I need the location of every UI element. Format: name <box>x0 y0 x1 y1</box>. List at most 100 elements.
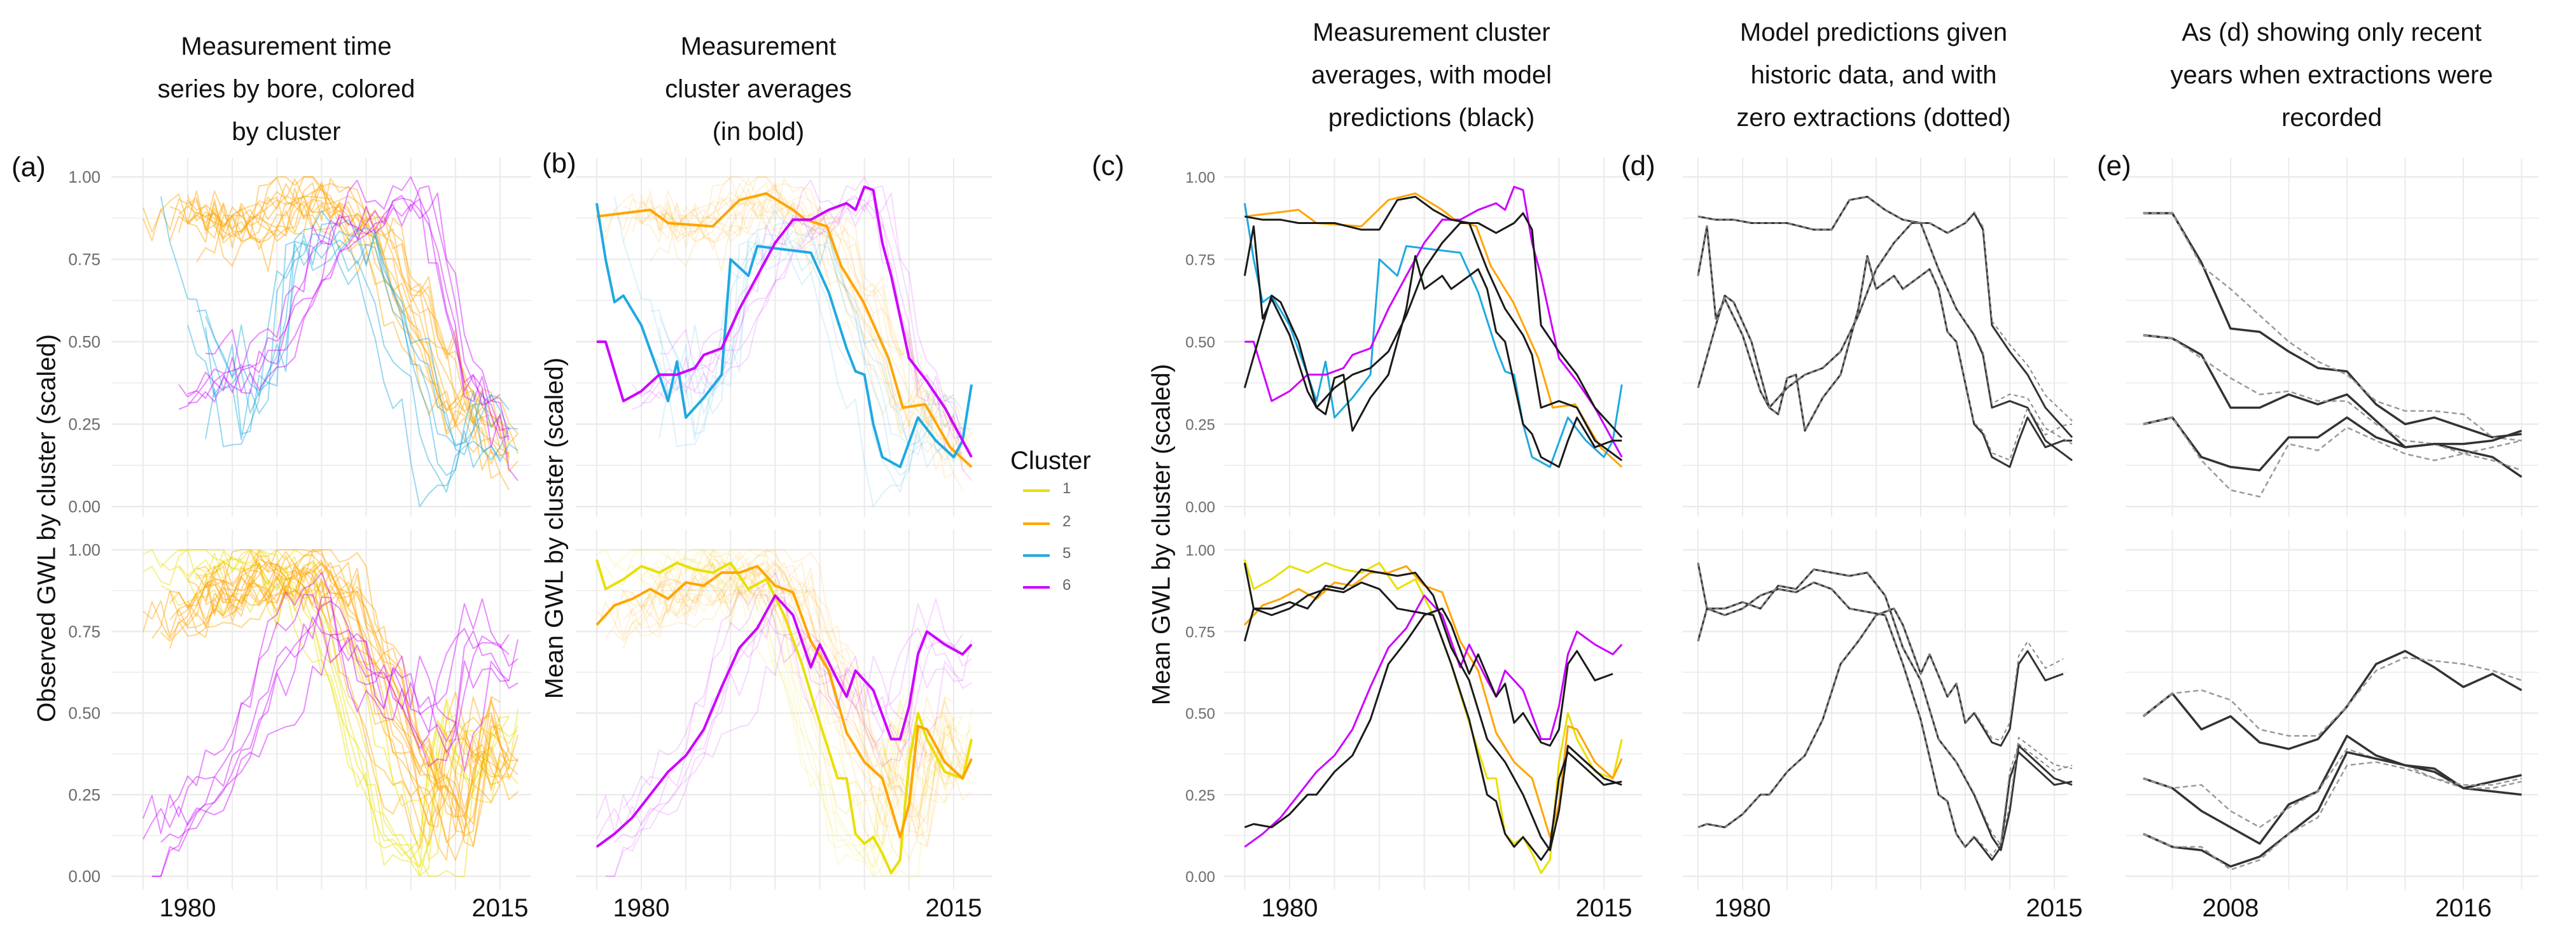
panel-c: 0.00 0.25 0.50 0.75 1.00 0.00 0.25 0.50 0.75 1.00… <box>1185 158 1642 922</box>
panel-a-y-axis-title: Observed GWL by cluster (scaled) <box>32 334 61 722</box>
bore-line-cluster-1 <box>160 549 510 876</box>
cluster-average-line-6 <box>1244 594 1623 848</box>
title-line: by cluster <box>232 118 341 146</box>
bore-line-cluster-2 <box>658 549 954 830</box>
bore-line-cluster-1 <box>641 552 954 877</box>
cluster-average-line-6 <box>596 185 973 458</box>
panel-a-label: (a) <box>11 151 46 183</box>
model-prediction-line <box>1244 195 1623 461</box>
zero-extraction-line <box>1697 211 2073 422</box>
legend-swatch <box>1023 586 1050 589</box>
bore-line-cluster-1 <box>187 552 501 877</box>
cluster-average-line-5 <box>595 203 973 468</box>
zero-extraction-line <box>2143 748 2522 829</box>
bore-line-cluster-2 <box>169 195 510 435</box>
bore-line-cluster-6 <box>187 192 501 404</box>
model-prediction-line <box>1697 563 2073 861</box>
bore-line-cluster-2 <box>187 554 510 820</box>
bore-line-cluster-6 <box>595 572 963 834</box>
bore-line-cluster-2 <box>205 197 510 491</box>
title-line: Measurement <box>680 32 837 60</box>
facet-bottom: 0.00 0.25 0.50 0.75 1.00 <box>1185 529 1642 890</box>
y-tick-label: 0.00 <box>68 497 101 516</box>
facet-bottom: 0.00 0.25 0.50 0.75 1.00 <box>68 529 531 890</box>
bore-line-cluster-2 <box>641 176 972 472</box>
bore-line-cluster-2 <box>187 184 510 456</box>
panel-d: 1980 2015 <box>1683 158 2082 922</box>
y-tick-label: 0.00 <box>68 867 101 886</box>
x-tick-label: 2015 <box>1576 894 1633 922</box>
y-tick-label: 1.00 <box>1185 542 1215 559</box>
bore-line-cluster-2 <box>658 560 972 837</box>
bore-line-cluster-2 <box>205 571 501 843</box>
bore-line-cluster-6 <box>142 572 510 834</box>
y-tick-label: 0.50 <box>1185 334 1215 351</box>
model-prediction-line <box>1243 225 1622 468</box>
bore-line-cluster-5 <box>187 240 519 493</box>
cluster-average-line-5 <box>1243 203 1623 468</box>
panel-d-label: (d) <box>1621 150 1655 181</box>
x-tick-label: 2015 <box>926 894 982 922</box>
bore-line-cluster-2 <box>205 549 501 818</box>
y-tick-label: 0.50 <box>68 332 101 351</box>
bore-line-cluster-6 <box>659 176 963 439</box>
zero-extraction-line <box>2143 212 2522 442</box>
cluster-average-line-6 <box>595 594 973 848</box>
bore-line-cluster-2 <box>169 584 501 861</box>
grid <box>1683 158 2068 517</box>
model-prediction-line <box>2143 212 2522 438</box>
bore-line-cluster-5 <box>641 240 972 493</box>
panel-b-y-axis-title: Mean GWL by cluster (scaled) <box>540 357 569 699</box>
model-prediction-line <box>1697 195 2073 461</box>
bore-line-cluster-2 <box>641 184 963 456</box>
cluster-average-line-1 <box>1243 559 1623 874</box>
bore-line-cluster-2 <box>658 197 963 491</box>
bore-line-cluster-6 <box>187 198 510 441</box>
cluster-average-line-1 <box>595 559 973 874</box>
cluster-average-line-6 <box>1244 186 1623 458</box>
bore-line-cluster-2 <box>622 584 954 861</box>
bore-line-cluster-2 <box>205 560 519 837</box>
bore-line-cluster-2 <box>178 563 501 847</box>
bore-line-cluster-2 <box>142 178 501 465</box>
x-tick-label: 1980 <box>613 894 670 922</box>
y-tick-label: 0.75 <box>1185 252 1215 269</box>
bore-line-cluster-2 <box>658 176 972 444</box>
bore-line-cluster-5 <box>658 239 972 476</box>
panel-e-label: (e) <box>2097 150 2131 181</box>
bore-line-cluster-5 <box>658 233 954 507</box>
x-tick-label: 1980 <box>160 894 216 922</box>
title-line: As (d) showing only recent <box>2182 18 2482 46</box>
bore-line-cluster-2 <box>658 571 954 843</box>
y-tick-label: 0.25 <box>1185 417 1215 434</box>
bore-line-cluster-2 <box>205 549 501 830</box>
bore-line-cluster-5 <box>205 239 519 476</box>
zero-extraction-line <box>1697 196 2073 445</box>
title-line: Measurement cluster <box>1312 18 1550 46</box>
bore-line-cluster-1 <box>596 549 973 861</box>
x-tick-label: 2015 <box>2026 894 2083 922</box>
legend-title: Cluster <box>1010 447 1091 475</box>
x-tick-label: 1980 <box>1715 894 1771 922</box>
model-prediction-line <box>1243 212 1623 438</box>
facet-top: 0.00 0.25 0.50 0.75 1.00 <box>1185 158 1642 517</box>
bore-line-cluster-2 <box>169 195 510 460</box>
model-prediction-line <box>2143 333 2523 478</box>
panel-c-y-axis-title: Mean GWL by cluster (scaled) <box>1147 363 1176 706</box>
bore-line-cluster-2 <box>641 569 954 847</box>
model-prediction-line <box>2143 734 2522 845</box>
title-line: Model predictions given <box>1739 18 2008 46</box>
grid <box>576 529 992 890</box>
bore-line-cluster-2 <box>187 183 501 453</box>
y-tick-label: 0.25 <box>68 785 101 804</box>
bore-line-cluster-6 <box>151 629 510 877</box>
x-tick-label: 2016 <box>2435 894 2492 922</box>
facet-top <box>2126 158 2538 517</box>
panel-d-title: Model predictions given historic data, a… <box>1632 11 2115 139</box>
bore-line-cluster-2 <box>187 181 519 435</box>
bore-line-cluster-1 <box>178 559 519 868</box>
bore-line-cluster-6 <box>596 596 973 840</box>
zero-extraction-line <box>1697 568 2073 846</box>
bore-line-cluster-2 <box>151 568 501 861</box>
